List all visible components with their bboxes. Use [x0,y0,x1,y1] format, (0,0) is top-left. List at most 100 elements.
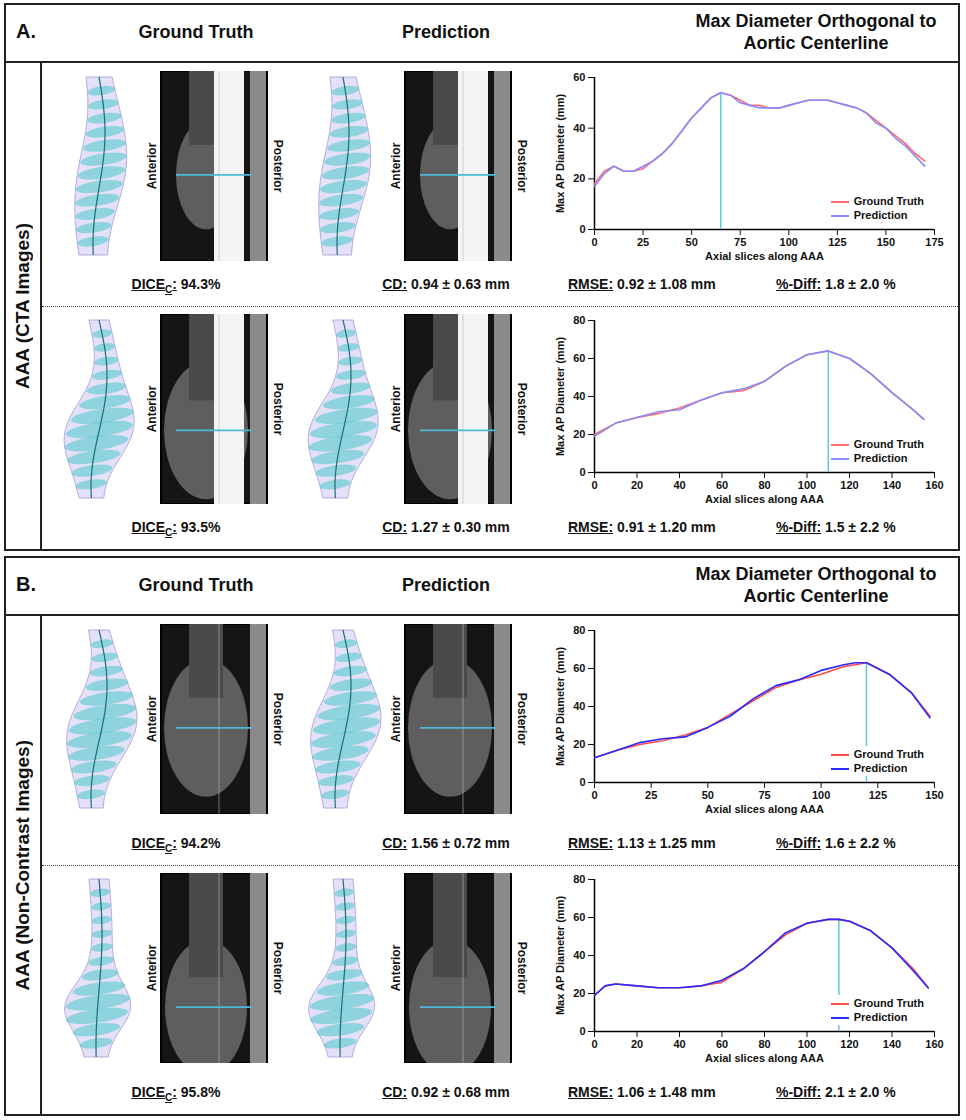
svg-text:Posterior: Posterior [515,140,528,193]
svg-text:0: 0 [579,1025,585,1037]
svg-text:Axial slices along AAA: Axial slices along AAA [705,1052,824,1064]
svg-text:Posterior: Posterior [271,383,284,436]
svg-text:60: 60 [716,1038,728,1050]
svg-text:Axial slices along AAA: Axial slices along AAA [705,250,824,262]
html-text:Max Diameter Orthogonal to Aor: Max Diameter Orthogonal to Aortic Center… [695,11,937,53]
svg-text:75: 75 [758,789,770,801]
svg-text:Posterior: Posterior [515,693,528,746]
html-text:CD: 0.94 ± 0.63 mm: CD: 0.94 ± 0.63 mm [382,276,510,292]
html-text:Max Diameter Orthogonal to Aor: Max Diameter Orthogonal to Aortic Center… [695,564,937,606]
svg-text:Anterior: Anterior [145,695,159,742]
html-text:CD: 1.56 ± 0.72 mm: CD: 1.56 ± 0.72 mm [382,835,510,851]
svg-text:80: 80 [758,479,770,491]
svg-text:Axial slices along AAA: Axial slices along AAA [705,493,824,505]
svg-text:Anterior: Anterior [389,142,403,189]
html-text:DICEC: 94.2%: DICEC: 94.2% [131,835,221,854]
svg-text:Posterior: Posterior [515,383,528,436]
svg-text:Max AP Diameter (mm): Max AP Diameter (mm) [554,896,566,1016]
svg-text:60: 60 [573,71,585,83]
svg-text:Max AP Diameter (mm): Max AP Diameter (mm) [554,94,566,214]
html-text:Prediction: Prediction [402,575,490,595]
svg-text:0: 0 [579,466,585,478]
svg-text:Anterior: Anterior [145,385,159,432]
svg-text:25: 25 [637,236,649,248]
svg-text:40: 40 [673,479,685,491]
svg-text:50: 50 [686,236,698,248]
html-text:%-Diff: 1.6 ± 2.2 %: %-Diff: 1.6 ± 2.2 % [776,835,896,851]
html-text:RMSE: 0.92 ± 1.08 mm: RMSE: 0.92 ± 1.08 mm [568,276,716,292]
html-text:A.: A. [16,20,36,42]
svg-text:125: 125 [869,789,887,801]
svg-text:0: 0 [591,789,597,801]
html-text:%-Diff: 1.5 ± 2.2 %: %-Diff: 1.5 ± 2.2 % [776,519,896,535]
html-text:CD: 1.27 ± 0.30 mm: CD: 1.27 ± 0.30 mm [382,519,510,535]
svg-text:Posterior: Posterior [271,942,284,995]
svg-text:0: 0 [591,236,597,248]
svg-text:20: 20 [573,428,585,440]
html-text:Ground Truth: Ground Truth [138,22,254,42]
svg-text:0: 0 [591,479,597,491]
svg-text:Anterior: Anterior [145,142,159,189]
svg-text:20: 20 [631,1038,643,1050]
html-text:Ground Truth: Ground Truth [138,575,254,595]
svg-text:80: 80 [573,873,585,885]
svg-text:Max AP Diameter (mm): Max AP Diameter (mm) [554,647,566,767]
svg-text:80: 80 [573,624,585,636]
svg-text:80: 80 [758,1038,770,1050]
svg-text:20: 20 [573,172,585,184]
svg-text:100: 100 [798,1038,816,1050]
svg-text:140: 140 [883,479,901,491]
svg-text:Anterior: Anterior [145,944,159,991]
svg-text:0: 0 [579,776,585,788]
svg-text:Anterior: Anterior [389,695,403,742]
svg-text:40: 40 [573,122,585,134]
html-text:DICEC: 94.3%: DICEC: 94.3% [131,276,221,295]
svg-text:20: 20 [573,987,585,999]
html-text:RMSE: 1.13 ± 1.25 mm: RMSE: 1.13 ± 1.25 mm [568,835,716,851]
svg-text:60: 60 [573,911,585,923]
svg-text:160: 160 [925,1038,943,1050]
svg-text:0: 0 [591,1038,597,1050]
svg-text:20: 20 [573,738,585,750]
svg-text:150: 150 [877,236,895,248]
html-text:DICEC: 95.8%: DICEC: 95.8% [131,1084,221,1103]
svg-text:0: 0 [579,223,585,235]
svg-text:Posterior: Posterior [515,942,528,995]
svg-text:Anterior: Anterior [389,944,403,991]
svg-text:160: 160 [925,479,943,491]
html-text:AAA (Non-Contrast Images): AAA (Non-Contrast Images) [12,739,33,991]
html-text:AAA (CTA Images): AAA (CTA Images) [12,223,33,389]
html-text:DICEC: 93.5%: DICEC: 93.5% [131,519,221,538]
svg-text:40: 40 [573,949,585,961]
svg-text:175: 175 [925,236,943,248]
svg-text:120: 120 [840,1038,858,1050]
html-text:CD: 0.92 ± 0.68 mm: CD: 0.92 ± 0.68 mm [382,1084,510,1100]
svg-text:120: 120 [840,479,858,491]
svg-text:75: 75 [734,236,746,248]
html-text:RMSE: 0.91 ± 1.20 mm: RMSE: 0.91 ± 1.20 mm [568,519,716,535]
svg-text:Posterior: Posterior [271,693,284,746]
svg-text:150: 150 [925,789,943,801]
svg-text:60: 60 [573,352,585,364]
svg-text:100: 100 [780,236,798,248]
svg-text:60: 60 [573,662,585,674]
svg-text:Posterior: Posterior [271,140,284,193]
html-text:B.: B. [16,573,36,595]
svg-text:100: 100 [798,479,816,491]
svg-text:80: 80 [573,314,585,326]
svg-text:40: 40 [573,700,585,712]
svg-text:Axial slices along AAA: Axial slices along AAA [705,803,824,815]
svg-text:50: 50 [702,789,714,801]
svg-text:60: 60 [716,479,728,491]
html-text:%-Diff: 1.8 ± 2.0 %: %-Diff: 1.8 ± 2.0 % [776,276,896,292]
svg-text:125: 125 [828,236,846,248]
svg-text:40: 40 [573,390,585,402]
svg-text:40: 40 [673,1038,685,1050]
svg-text:20: 20 [631,479,643,491]
svg-text:Anterior: Anterior [389,385,403,432]
svg-text:100: 100 [812,789,830,801]
svg-text:Max AP Diameter (mm): Max AP Diameter (mm) [554,337,566,457]
svg-text:25: 25 [645,789,657,801]
html-text:Prediction: Prediction [402,22,490,42]
svg-text:140: 140 [883,1038,901,1050]
